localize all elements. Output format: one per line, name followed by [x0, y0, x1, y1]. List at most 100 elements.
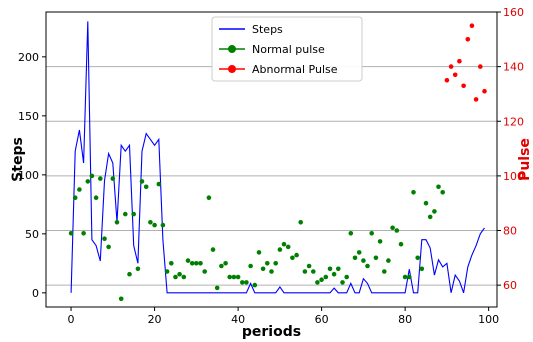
normal-pulse-point — [344, 274, 350, 280]
normal-pulse-point — [415, 255, 421, 261]
x-tick-label-80: 80 — [398, 313, 412, 326]
normal-pulse-point — [240, 280, 245, 285]
x-tick-label-100: 100 — [478, 313, 499, 326]
normal-pulse-point — [85, 179, 91, 184]
normal-pulse-point — [402, 274, 408, 280]
abnormal-pulse-point — [465, 37, 471, 42]
normal-pulse-point — [68, 231, 74, 236]
y-axis-right-label: Pulse — [517, 138, 533, 181]
normal-pulse-point — [189, 261, 195, 266]
steps-line — [70, 21, 485, 294]
normal-pulse-point — [89, 173, 95, 179]
normal-pulse-point — [156, 181, 162, 187]
normal-pulse-point — [386, 258, 391, 263]
normal-pulse-point — [427, 214, 433, 220]
axes-layer: 0 20 40 60 80 100 0 50 100 150 200 60 80 100 120 140 160 — [18, 6, 524, 326]
normal-pulse-point — [164, 269, 170, 274]
normal-pulse-point — [77, 187, 82, 192]
abnormal-pulse-point — [452, 72, 458, 78]
legend-label-0: Steps — [252, 23, 283, 36]
normal-pulse-point — [231, 274, 237, 280]
normal-pulse-point — [277, 247, 283, 252]
normal-pulse-point — [131, 211, 136, 217]
y-left-tick-label-150: 150 — [18, 110, 39, 123]
normal-pulse-point — [319, 277, 324, 283]
legend-label-2: Abnormal Pulse — [252, 63, 338, 76]
abnormal-pulse-point — [448, 64, 454, 69]
normal-pulse-point — [93, 195, 99, 200]
normal-pulse-point — [323, 274, 329, 280]
normal-pulse-point — [436, 184, 441, 190]
legend: Steps Normal pulse Abnormal Pulse — [211, 16, 363, 82]
normal-pulse-point — [285, 244, 291, 250]
normal-pulse-point — [269, 269, 274, 274]
legend-swatch-marker-2 — [228, 65, 236, 73]
abnormal-pulse-point — [469, 23, 475, 29]
normal-pulse-point — [135, 266, 141, 272]
y-right-tick-label-60: 60 — [503, 279, 517, 292]
normal-pulse-point — [432, 209, 437, 214]
normal-pulse-point — [102, 236, 107, 241]
x-tick-label-20: 20 — [148, 313, 162, 326]
abnormal-pulse-point — [461, 83, 466, 89]
normal-pulse-point — [352, 255, 358, 261]
normal-pulse-point — [294, 252, 299, 258]
normal-pulse-point — [365, 263, 370, 269]
normal-pulse-point — [106, 244, 111, 250]
x-tick-label-60: 60 — [315, 313, 329, 326]
normal-pulse-point — [336, 266, 341, 272]
normal-pulse-point — [377, 239, 383, 244]
normal-pulse-point — [411, 190, 416, 195]
y-axis-left-label: Steps — [10, 137, 26, 182]
normal-pulse-point — [177, 271, 182, 277]
normal-pulse-point — [185, 258, 191, 263]
normal-pulse-point — [302, 269, 308, 274]
normal-pulse-point — [260, 266, 266, 272]
normal-pulse-point — [419, 266, 425, 272]
abnormal-pulse-point — [473, 97, 479, 102]
normal-pulse-point — [235, 274, 241, 280]
normal-pulse-point — [143, 184, 149, 190]
normal-pulse-point — [214, 285, 220, 291]
normal-pulse-point — [248, 263, 253, 269]
x-tick-label-0: 0 — [68, 313, 75, 326]
normal-pulse-point — [110, 176, 116, 181]
normal-pulse-point — [440, 190, 446, 195]
normal-pulse-point — [227, 274, 232, 280]
normal-pulse-point — [98, 176, 103, 181]
y-right-tick-label-140: 140 — [503, 61, 524, 74]
y-left-tick-label-50: 50 — [25, 228, 39, 241]
normal-pulse-point — [127, 271, 132, 277]
legend-label-1: Normal pulse — [252, 43, 325, 56]
normal-pulse-point — [198, 261, 203, 266]
normal-pulse-point — [252, 282, 258, 288]
abnormal-pulse-point — [457, 58, 462, 64]
y-right-tick-label-80: 80 — [503, 225, 517, 238]
normal-pulse-point — [398, 241, 404, 247]
normal-pulse-point — [148, 220, 153, 225]
normal-pulse-point — [373, 255, 379, 261]
normal-pulse-point — [298, 220, 304, 225]
normal-pulse-point — [72, 195, 78, 200]
normal-pulse-point — [361, 258, 366, 263]
normal-pulse-point — [348, 231, 354, 236]
x-tick-label-40: 40 — [231, 313, 245, 326]
normal-pulse-point — [118, 296, 124, 302]
plot-frame — [45, 11, 498, 308]
normal-pulse-point — [81, 231, 86, 236]
normal-pulse-point — [382, 269, 387, 274]
normal-pulse-point — [423, 200, 429, 206]
normal-pulse-point — [369, 231, 375, 236]
normal-pulse-point — [327, 266, 333, 272]
normal-pulse-point — [173, 274, 178, 280]
normal-pulse-point — [281, 241, 287, 247]
abnormal-pulse-point — [478, 64, 483, 69]
x-axis-label: periods — [242, 324, 301, 340]
normal-pulse-point — [356, 250, 362, 255]
normal-pulse-point — [202, 269, 207, 274]
normal-pulse-point — [407, 274, 412, 280]
normal-pulse-point — [265, 261, 270, 266]
normal-pulse-point — [219, 263, 224, 269]
normal-pulse-point — [139, 179, 145, 184]
